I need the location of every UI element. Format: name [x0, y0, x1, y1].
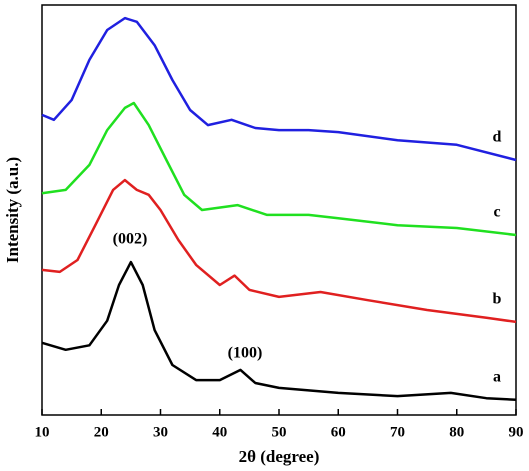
series-line	[41, 16, 517, 162]
series-label: c	[493, 204, 500, 221]
x-tick-label: 70	[390, 424, 405, 440]
x-tick-label: 90	[509, 424, 524, 440]
x-tick-label: 20	[94, 424, 109, 440]
series-label: d	[493, 129, 502, 146]
x-tick-label: 10	[35, 424, 50, 440]
x-tick-label: 30	[153, 424, 168, 440]
x-tick-label: 40	[212, 424, 227, 440]
series-line	[41, 178, 517, 324]
plot-frame	[41, 4, 517, 416]
y-axis-label: Intensity (a.u.)	[3, 157, 22, 263]
series-line	[41, 101, 517, 237]
x-tick-label: 50	[272, 424, 287, 440]
series-line	[41, 260, 517, 402]
x-tick-label: 80	[449, 424, 464, 440]
series-label: b	[493, 291, 502, 308]
x-axis-label: 2θ (degree)	[239, 447, 320, 466]
x-tick-label: 60	[331, 424, 346, 440]
annotation: (100)	[228, 345, 263, 362]
annotation: (002)	[113, 231, 148, 248]
series-label: a	[493, 369, 501, 386]
